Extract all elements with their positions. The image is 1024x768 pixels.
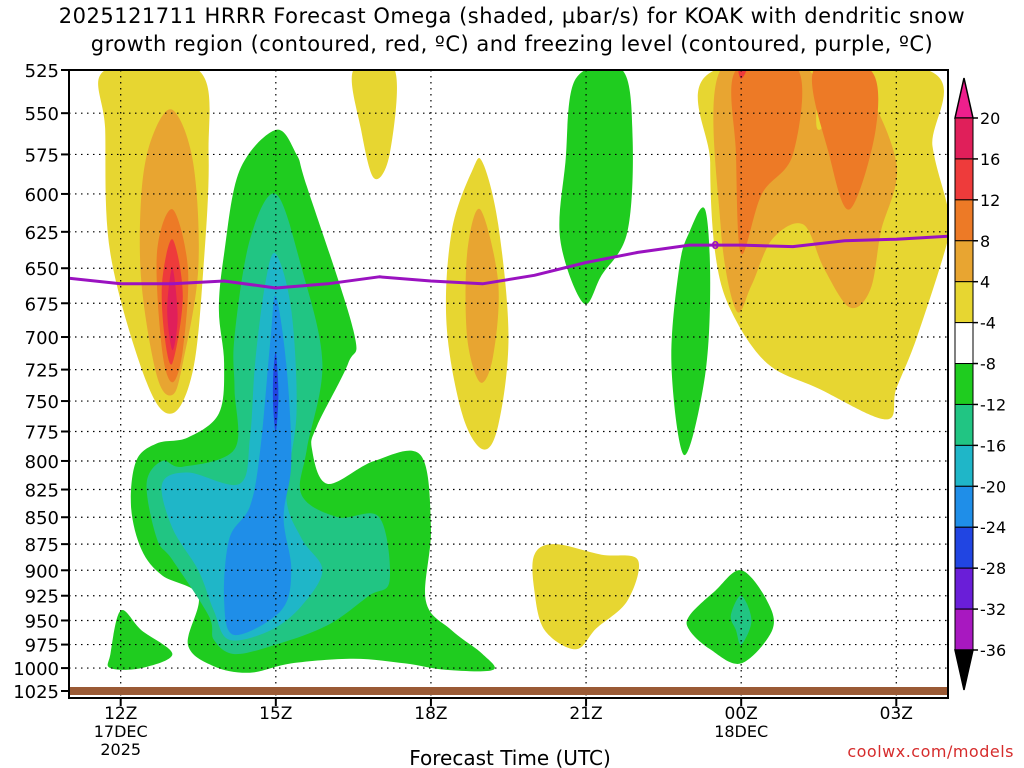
colorbar-label--20: -20 bbox=[980, 477, 1006, 496]
x-tick-label-12Z: 12Z bbox=[104, 704, 137, 724]
colorbar-bin--32 bbox=[954, 608, 974, 651]
colorbar-bottom-arrow bbox=[954, 649, 974, 691]
omega-region-16-13 bbox=[738, 70, 747, 79]
y-tick-label-650: 650 bbox=[25, 259, 59, 280]
colorbar-label--4: -4 bbox=[980, 314, 996, 333]
colorbar-label-16: 16 bbox=[980, 150, 1000, 169]
y-tick-label-825: 825 bbox=[25, 481, 59, 502]
x-tick-label-18Z: 18Z bbox=[414, 704, 447, 724]
colorbar-top-arrow bbox=[954, 77, 974, 119]
y-tick-label-675: 675 bbox=[25, 294, 59, 315]
ground-surface bbox=[69, 687, 948, 695]
y-tick-label-750: 750 bbox=[25, 392, 59, 413]
omega-region-4-5 bbox=[351, 70, 397, 180]
omega-region--4-18 bbox=[686, 570, 774, 664]
omega-region--20-23 bbox=[272, 352, 279, 432]
y-tick-label-1000: 1000 bbox=[13, 659, 59, 680]
y-tick-label-1025: 1025 bbox=[13, 682, 59, 703]
y-tick-label-950: 950 bbox=[25, 611, 59, 632]
colorbar-bin--24 bbox=[954, 526, 974, 569]
y-tick-label-700: 700 bbox=[25, 328, 59, 349]
colorbar-bin-20 bbox=[954, 117, 974, 160]
colorbar-label--16: -16 bbox=[980, 436, 1006, 455]
colorbar-label--28: -28 bbox=[980, 559, 1006, 578]
colorbar-bin-4 bbox=[954, 281, 974, 324]
x-tick-label-15Z: 15Z bbox=[259, 704, 292, 724]
y-tick-label-850: 850 bbox=[25, 508, 59, 529]
omega-region-12-11 bbox=[731, 70, 803, 255]
colorbar-bin-16 bbox=[954, 158, 974, 201]
omega-region--4-16 bbox=[559, 70, 633, 305]
colorbar-label--12: -12 bbox=[980, 395, 1006, 414]
x-tick-date-00Z: 18DEC bbox=[714, 722, 768, 741]
omega-region-12-12 bbox=[811, 70, 879, 210]
y-tick-label-900: 900 bbox=[25, 561, 59, 582]
colorbar-label-8: 8 bbox=[980, 232, 990, 251]
colorbar-bin--4 bbox=[954, 322, 974, 365]
colorbar-bin--16 bbox=[954, 444, 974, 487]
colorbar-label--36: -36 bbox=[980, 641, 1006, 660]
colorbar-bin--12 bbox=[954, 403, 974, 446]
y-tick-label-725: 725 bbox=[25, 361, 59, 382]
colorbar-label--24: -24 bbox=[980, 518, 1006, 537]
chart-title-line-1: 2025121711 HRRR Forecast Omega (shaded, … bbox=[58, 4, 966, 28]
x-tick-date-12Z: 17DEC bbox=[94, 722, 148, 741]
omega-region-20-4 bbox=[167, 268, 178, 351]
y-tick-label-600: 600 bbox=[25, 185, 59, 206]
y-tick-label-525: 525 bbox=[25, 61, 59, 82]
colorbar-bin--28 bbox=[954, 567, 974, 610]
omega-region-4-8 bbox=[532, 544, 640, 650]
y-tick-label-875: 875 bbox=[25, 535, 59, 556]
y-tick-label-975: 975 bbox=[25, 636, 59, 657]
freezing-level-label: 0 bbox=[711, 239, 719, 252]
y-tick-label-925: 925 bbox=[25, 587, 59, 608]
x-tick-label-21Z: 21Z bbox=[569, 704, 602, 724]
colorbar-label-12: 12 bbox=[980, 191, 1000, 210]
x-axis-label: Forecast Time (UTC) bbox=[409, 746, 611, 768]
omega-region-8-7 bbox=[465, 208, 499, 383]
grid-lines bbox=[69, 69, 948, 698]
chart-title-line-2: growth region (contoured, red, ºC) and f… bbox=[90, 32, 934, 56]
colorbar-label--32: -32 bbox=[980, 600, 1006, 619]
plot-frame bbox=[68, 69, 949, 699]
freezing-level-group: 0 bbox=[69, 234, 948, 290]
omega-region--4-15 bbox=[107, 610, 173, 670]
colorbar-label-4: 4 bbox=[980, 273, 990, 292]
x-tick-label-00Z: 00Z bbox=[725, 704, 758, 724]
y-tick-label-575: 575 bbox=[25, 145, 59, 166]
colorbar-label-20: 20 bbox=[980, 109, 1000, 128]
y-tick-label-775: 775 bbox=[25, 422, 59, 443]
colorbar-bin--20 bbox=[954, 485, 974, 528]
x-tick-label-03Z: 03Z bbox=[880, 704, 913, 724]
omega-shading bbox=[98, 70, 948, 673]
freezing-level-line bbox=[69, 234, 948, 290]
pressure-axis: 525 550 575 600 625 650 675 700 725 750 775 800 825 8… bbox=[13, 61, 69, 703]
y-tick-label-625: 625 bbox=[25, 223, 59, 244]
y-tick-label-800: 800 bbox=[25, 452, 59, 473]
x-tick-year-12Z: 2025 bbox=[100, 740, 141, 759]
colorbar-bin-12 bbox=[954, 199, 974, 242]
colorbar-label--8: -8 bbox=[980, 355, 996, 374]
omega-region--4-17 bbox=[671, 207, 711, 456]
y-tick-label-550: 550 bbox=[25, 104, 59, 125]
colorbar-bin-8 bbox=[954, 240, 974, 283]
colorbar-bin--8 bbox=[954, 363, 974, 405]
colorbar: 20 16 12 8 4 -4 -8 -12 -16 -20 -24 -28 -32 -36 bbox=[954, 77, 1006, 691]
credit-text[interactable]: coolwx.com/models bbox=[847, 742, 1014, 761]
